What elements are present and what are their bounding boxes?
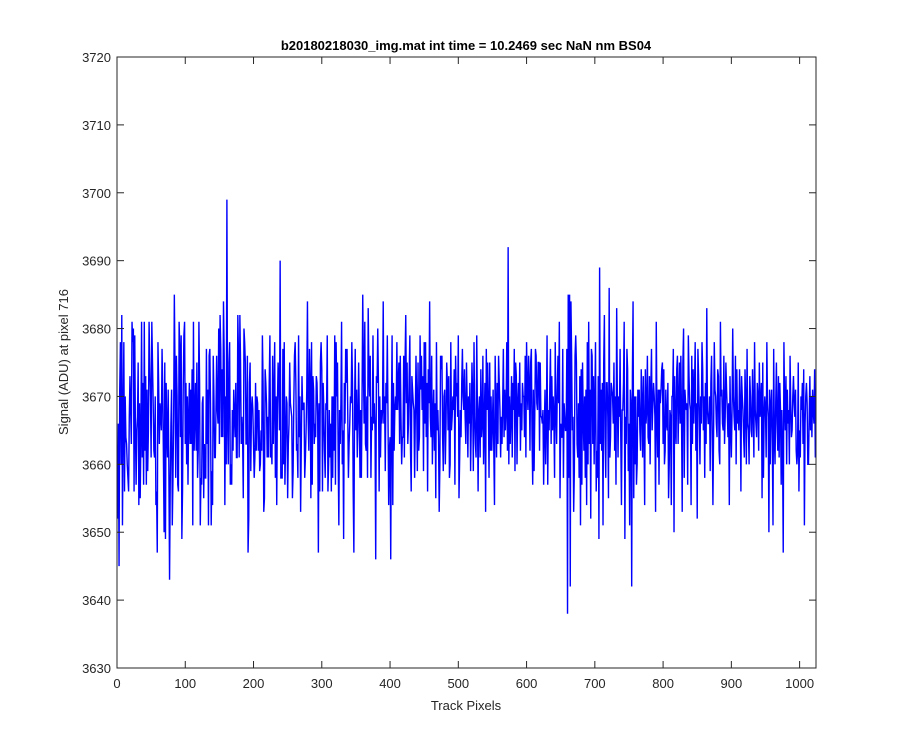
y-axis-label: Signal (ADU) at pixel 716 [56,289,71,435]
y-tick-label: 3720 [82,50,111,65]
y-tick-label: 3650 [82,525,111,540]
x-tick-label: 200 [243,676,265,691]
y-tick-label: 3700 [82,186,111,201]
x-axis-label: Track Pixels [431,698,502,713]
x-tick-label: 400 [379,676,401,691]
axes-layer [116,56,817,669]
x-tick-label: 500 [447,676,469,691]
x-tick-label: 100 [174,676,196,691]
series-layer [117,199,816,614]
x-tick-label: 700 [584,676,606,691]
x-tick-label: 900 [721,676,743,691]
y-tick-label: 3640 [82,593,111,608]
x-tick-label: 0 [113,676,120,691]
y-tick-label: 3670 [82,389,111,404]
y-tick-label: 3690 [82,254,111,269]
y-tick-label: 3660 [82,457,111,472]
series-line-0 [117,199,816,614]
x-tick-label: 1000 [785,676,814,691]
chart-title: b20180218030_img.mat int time = 10.2469 … [281,38,652,53]
axes-box [116,56,817,669]
x-tick-label: 300 [311,676,333,691]
ticks-layer: 0 100 200 300 400 500 600 700 800 900 1000 3630 3640… [82,50,816,691]
x-tick-label: 600 [516,676,538,691]
y-tick-label: 3710 [82,118,111,133]
y-tick-label: 3680 [82,322,111,337]
y-tick-label: 3630 [82,661,111,676]
x-tick-label: 800 [652,676,674,691]
